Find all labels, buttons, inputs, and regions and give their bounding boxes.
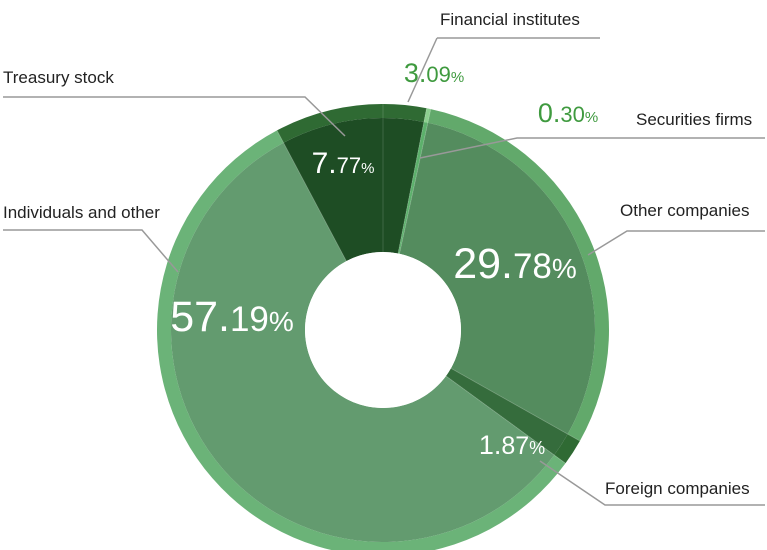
slice-separator <box>450 367 581 442</box>
value-label-individuals-and-other: 57.19% <box>170 293 294 341</box>
slice-separator <box>398 109 432 254</box>
leader-line-treasury-stock <box>3 96 346 137</box>
donut-hole <box>305 252 461 408</box>
leader-line-individuals-and-other <box>3 229 179 273</box>
value-label-other-companies: 29.78% <box>453 240 577 288</box>
slice-outer-foreign-companies <box>554 434 580 464</box>
leader-line-securities-firms <box>419 137 765 159</box>
value-label-securities-firms: 0.30% <box>538 98 598 128</box>
label-individuals-and-other: Individuals and other <box>3 203 160 222</box>
slice-financial-institutes <box>383 118 424 254</box>
slice-foreign-companies <box>445 368 568 456</box>
label-treasury-stock: Treasury stock <box>3 68 114 87</box>
slice-outer-treasury-stock <box>276 104 383 143</box>
value-label-foreign-companies: 1.87% <box>479 430 545 460</box>
slice-separator <box>276 130 347 262</box>
label-securities-firms: Securities firms <box>636 110 752 129</box>
slice-separator <box>397 108 428 254</box>
leader-line-other-companies <box>587 230 765 256</box>
slice-treasury-stock <box>283 118 383 262</box>
label-foreign-companies: Foreign companies <box>605 479 750 498</box>
value-label-treasury-stock: 7.77% <box>312 147 375 180</box>
slice-outer-other-companies <box>427 109 609 441</box>
leader-line-financial-institutes <box>407 37 438 103</box>
slice-other-companies <box>399 122 595 435</box>
leader-line-foreign-companies <box>539 460 765 506</box>
slice-outer-securities-firms <box>423 108 431 123</box>
slice-outer-financial-institutes <box>383 104 427 122</box>
label-financial-institutes: Financial institutes <box>440 10 580 29</box>
slices-group <box>157 104 609 550</box>
slice-securities-firms <box>398 121 428 254</box>
leader-lines <box>3 37 765 506</box>
slice-individuals-and-other <box>171 142 555 543</box>
slice-separator <box>445 375 566 464</box>
value-label-financial-institutes: 3.09% <box>404 58 464 88</box>
label-other-companies: Other companies <box>620 201 749 220</box>
